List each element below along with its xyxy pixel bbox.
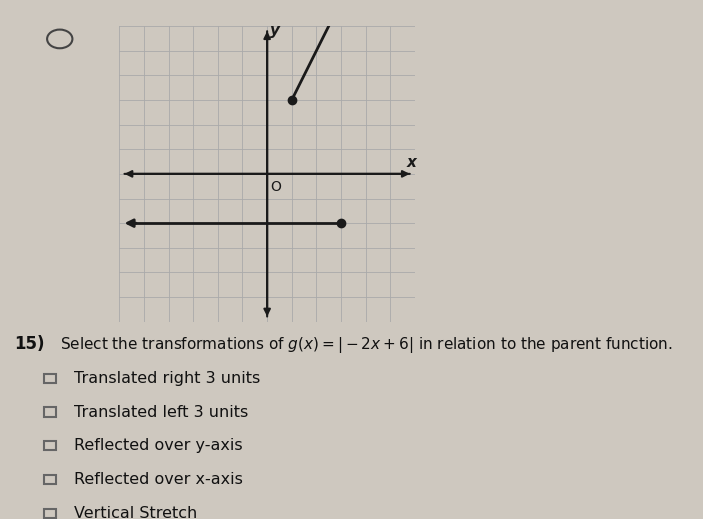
Text: Reflected over y-axis: Reflected over y-axis — [74, 439, 243, 453]
Text: Reflected over x-axis: Reflected over x-axis — [74, 472, 243, 487]
Text: y: y — [269, 23, 280, 38]
Text: O: O — [271, 181, 281, 195]
Text: Select the transformations of $g(x) = |-2x + 6|$ in relation to the parent funct: Select the transformations of $g(x) = |-… — [60, 335, 673, 355]
Text: Translated left 3 units: Translated left 3 units — [74, 405, 248, 419]
Text: 15): 15) — [14, 335, 44, 353]
Text: Vertical Stretch: Vertical Stretch — [74, 506, 197, 519]
Text: Translated right 3 units: Translated right 3 units — [74, 371, 260, 386]
Text: x: x — [406, 155, 416, 170]
